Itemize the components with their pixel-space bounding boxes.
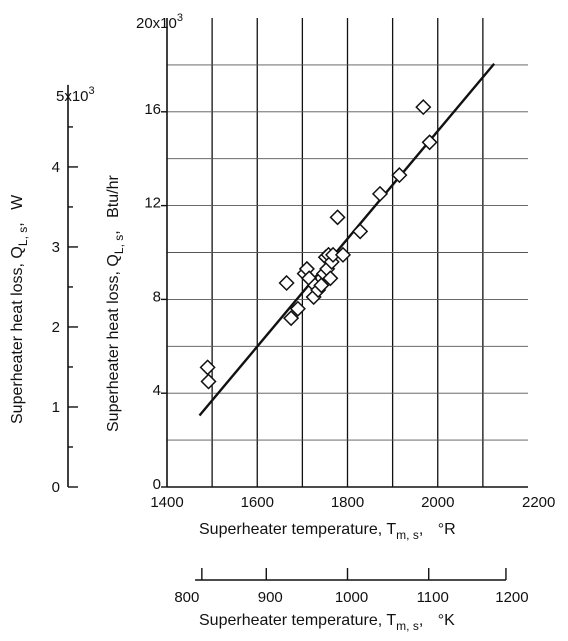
data-points [199,99,438,390]
y-secondary-multiplier-label: 5x103 [56,85,95,105]
data-point-diamond [322,270,339,287]
data-point-diamond [352,223,369,240]
data-point-diamond [329,209,346,226]
data-point-diamond [421,134,438,151]
data-point-diamond [289,300,306,317]
x-axis-title: Superheater temperature, Tm, s, °R [199,521,456,542]
y-tick-label: 4 [153,382,161,399]
x-tick-label: 1800 [331,494,364,511]
fit-line [198,62,496,417]
y-tick-label: 12 [144,195,161,212]
y-secondary-tick-label: 1 [52,399,60,416]
x-tick-label: 1600 [241,494,274,511]
axes [67,18,528,581]
x-secondary-tick-label: 1100 [417,589,449,606]
data-point-diamond [415,99,432,116]
data-point-diamond [371,185,389,202]
data-point-diamond [283,310,300,327]
data-point-diamond [278,274,295,292]
y-tick-label: 0 [153,476,161,493]
data-point-diamond [391,167,408,184]
x-tick-label: 2000 [421,494,454,511]
y-secondary-tick-label: 2 [52,319,60,336]
y-tick-label: 16 [144,101,161,118]
y-multiplier-label: 20x103 [136,12,183,32]
y-axis-title: Superheater heat loss, QL, s, Btu/hr [105,175,126,432]
x-secondary-axis-title: Superheater temperature, Tm, s, °K [199,612,455,633]
y-tick-label: 8 [153,288,161,305]
y-secondary-tick-label: 3 [52,239,60,256]
y-secondary-tick-label: 4 [52,159,60,176]
x-secondary-tick-label: 1000 [335,589,368,606]
y-secondary-tick-label: 0 [52,479,60,496]
x-tick-label: 2200 [522,494,555,511]
y-secondary-axis-title: Superheater heat loss, QL, s, W [9,194,30,424]
data-point-diamond [313,277,330,294]
grid-lines [167,18,528,487]
fit-line-layer [198,62,496,417]
x-secondary-tick-label: 900 [258,589,283,606]
x-secondary-tick-label: 800 [174,589,199,606]
data-point-diamond [334,246,352,263]
x-secondary-tick-label: 1200 [495,589,528,606]
x-tick-label: 1400 [150,494,183,511]
data-point-diamond [200,373,217,390]
